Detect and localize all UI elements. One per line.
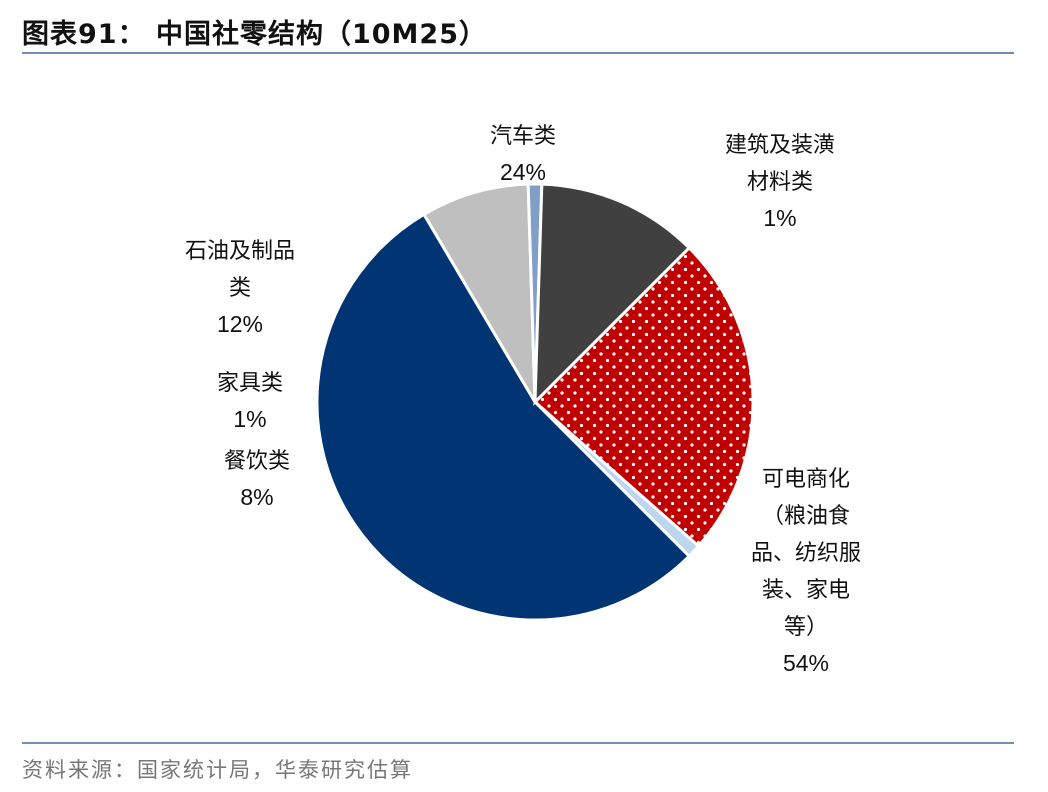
slice-value-dining: 8% bbox=[240, 484, 273, 510]
pie-labels: 汽车类 24% 建筑及装潢材料类 1% 可电商化 （粮油食品、纺织服装、家电等） 54% 餐饮… bbox=[185, 124, 861, 676]
slice-label-line: 家具类 bbox=[217, 371, 283, 396]
slice-label-line: 材料类 bbox=[747, 170, 813, 195]
slice-value-petroleum: 12% bbox=[217, 311, 263, 337]
slice-label-line: 建筑及装潢 bbox=[725, 133, 835, 158]
slice-label-auto: 汽车类 bbox=[490, 124, 556, 149]
slice-label-line: 汽车类 bbox=[490, 124, 556, 149]
slice-label-line: 类 bbox=[229, 276, 251, 301]
slice-value-other: 54% bbox=[783, 650, 829, 676]
slice-value-furniture: 1% bbox=[233, 406, 266, 432]
pie-slice-auto bbox=[532, 245, 755, 549]
slice-value-auto: 24% bbox=[500, 159, 546, 185]
slice-label-building_materials: 建筑及装潢材料类 bbox=[725, 133, 835, 195]
slice-label-line: 可电商化 bbox=[762, 467, 850, 492]
chart-title: 图表91： 中国社零结构（10M25） bbox=[22, 19, 487, 50]
pie-slice-petroleum bbox=[533, 182, 692, 406]
slice-label-line: 石油及制品 bbox=[185, 239, 295, 264]
source-note: 资料来源：国家统计局，华泰研究估算 bbox=[22, 758, 413, 782]
slice-label-dining: 餐饮类 bbox=[224, 449, 290, 474]
pie-slice-dining bbox=[421, 182, 537, 403]
slice-label-line: 装、家电 bbox=[762, 578, 850, 603]
slice-label-line: （粮油食 bbox=[762, 504, 850, 529]
slice-label-line: 品、纺织服 bbox=[751, 541, 861, 566]
slice-label-line: 等） bbox=[784, 615, 828, 640]
slice-label-petroleum: 石油及制品类 bbox=[185, 239, 295, 301]
slice-label-line: 餐饮类 bbox=[224, 449, 290, 474]
slice-label-furniture: 家具类 bbox=[217, 371, 283, 396]
slice-value-building_materials: 1% bbox=[763, 205, 796, 231]
slice-label-other: 可电商化 （粮油食品、纺织服装、家电等） bbox=[751, 467, 861, 640]
footer-divider bbox=[22, 742, 1014, 744]
pie-slice-other bbox=[315, 212, 692, 622]
title-divider bbox=[22, 52, 1014, 54]
pie-slices bbox=[315, 182, 755, 622]
